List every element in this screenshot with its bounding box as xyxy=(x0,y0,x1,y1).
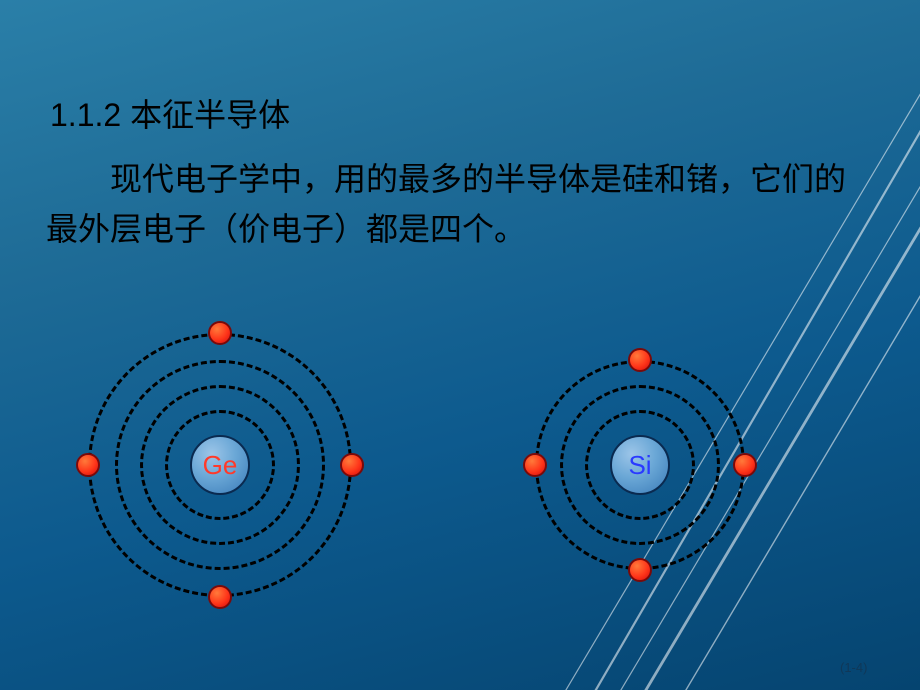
electron xyxy=(208,321,232,345)
page-number: (1-4) xyxy=(840,660,867,675)
nucleus-label: Ge xyxy=(203,450,238,481)
intro-paragraph: 现代电子学中，用的最多的半导体是硅和锗，它们的最外层电子（价电子）都是四个。 xyxy=(46,155,876,254)
electron xyxy=(628,348,652,372)
nucleus: Si xyxy=(610,435,670,495)
electron xyxy=(523,453,547,477)
section-heading: 1.1.2 本征半导体 xyxy=(50,90,290,136)
electron xyxy=(628,558,652,582)
electron xyxy=(208,585,232,609)
nucleus: Ge xyxy=(190,435,250,495)
electron xyxy=(733,453,757,477)
electron xyxy=(76,453,100,477)
nucleus-label: Si xyxy=(628,450,651,481)
electron xyxy=(340,453,364,477)
